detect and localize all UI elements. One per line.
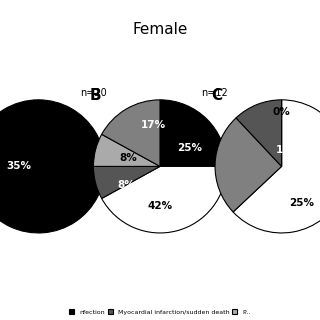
Wedge shape <box>93 166 160 198</box>
Wedge shape <box>0 100 38 205</box>
Text: 25%: 25% <box>178 143 203 153</box>
Wedge shape <box>215 118 282 212</box>
Text: C: C <box>212 88 223 103</box>
Wedge shape <box>0 100 105 233</box>
Text: 8%: 8% <box>119 153 137 164</box>
Text: 0%: 0% <box>273 107 291 117</box>
Wedge shape <box>236 100 282 166</box>
Text: n=20: n=20 <box>80 88 107 98</box>
Wedge shape <box>102 100 160 166</box>
Text: B: B <box>90 88 102 103</box>
Legend: nfection, Myocardial infarction/sudden death, P...: nfection, Myocardial infarction/sudden d… <box>67 308 253 317</box>
Text: 25%: 25% <box>289 198 314 208</box>
Text: 17%: 17% <box>141 120 166 130</box>
Text: 8%: 8% <box>118 180 136 190</box>
Wedge shape <box>93 134 160 166</box>
Text: 42%: 42% <box>148 201 172 211</box>
Text: 35%: 35% <box>6 161 31 172</box>
Text: Female: Female <box>132 22 188 37</box>
Text: n=12: n=12 <box>201 88 228 98</box>
Wedge shape <box>160 100 227 166</box>
Text: 12%: 12% <box>276 145 301 155</box>
Wedge shape <box>233 100 320 233</box>
Wedge shape <box>102 166 227 233</box>
